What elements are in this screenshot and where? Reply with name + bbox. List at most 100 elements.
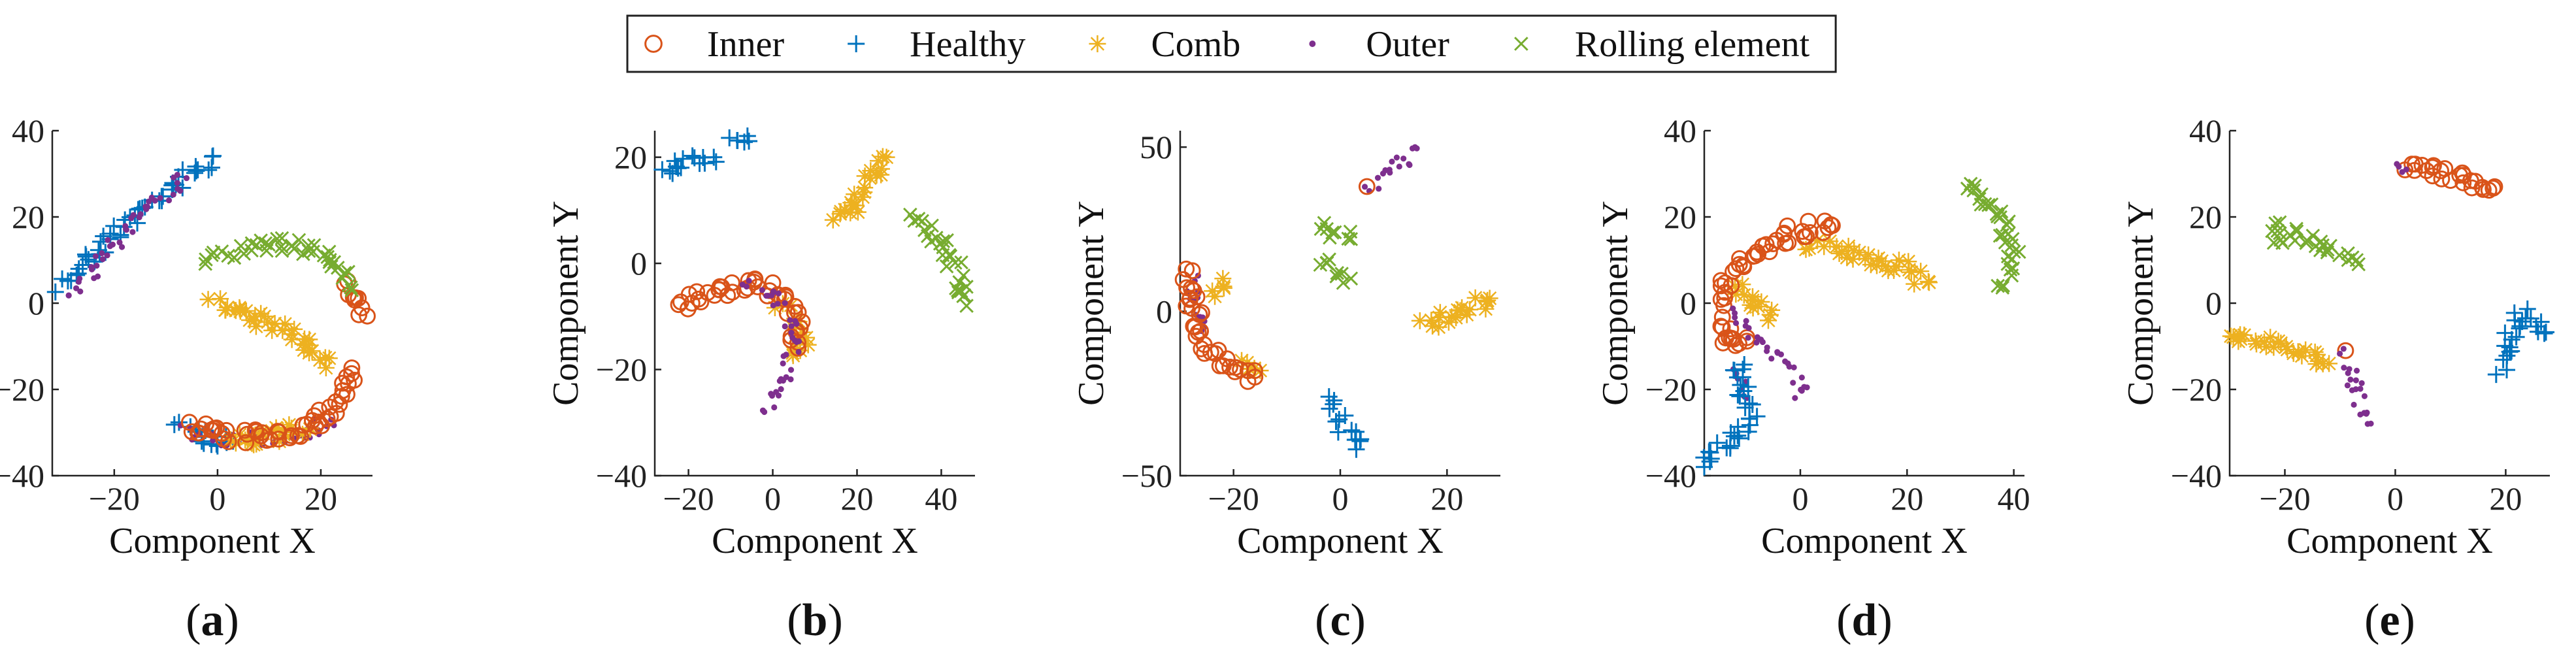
- y-tick-label: −40: [1645, 457, 1696, 494]
- data-point: [343, 359, 361, 376]
- data-point: [1782, 358, 1789, 365]
- subplot-c: −50 0 50 −20 0 20 Component X Component Y (c): [1071, 129, 1500, 646]
- data-point: [1193, 304, 1210, 321]
- data-point: [92, 253, 99, 259]
- data-point: [1424, 318, 1442, 335]
- data-point: [1188, 288, 1206, 306]
- data-point: [1984, 197, 1999, 212]
- data-point: [787, 367, 795, 373]
- data-point: [2270, 333, 2287, 350]
- data-point: [684, 147, 701, 165]
- data-point: [1330, 266, 1345, 280]
- data-point: [183, 423, 201, 440]
- data-point: [317, 359, 335, 376]
- data-point: [954, 255, 968, 270]
- data-point: [2337, 350, 2343, 357]
- data-point: [824, 211, 842, 229]
- data-point: [1389, 158, 1395, 165]
- data-point: [137, 211, 144, 218]
- data-point: [2507, 328, 2525, 346]
- x-axis-label: Component X: [712, 521, 918, 561]
- data-point: [1233, 352, 1251, 369]
- data-point: [1725, 361, 1743, 379]
- data-point: [2353, 367, 2360, 374]
- x-tick-label: 20: [840, 480, 873, 517]
- data-point: [247, 423, 265, 440]
- data-point: [796, 338, 802, 344]
- data-point: [1393, 154, 1400, 161]
- data-point: [1329, 423, 1347, 441]
- data-point: [1779, 234, 1797, 252]
- data-point: [1741, 395, 1759, 412]
- data-point: [233, 238, 248, 254]
- x-tick-label: 20: [305, 480, 337, 517]
- data-point: [1722, 320, 1740, 338]
- data-point: [1768, 355, 1775, 362]
- data-point: [237, 434, 255, 451]
- data-point: [1727, 286, 1745, 303]
- y-tick-label: −20: [1645, 371, 1696, 408]
- data-point: [94, 273, 101, 280]
- data-point: [218, 299, 236, 316]
- data-point: [1343, 421, 1361, 439]
- data-point: [1862, 256, 1879, 274]
- data-point: [1725, 331, 1742, 348]
- data-point: [1963, 176, 1978, 191]
- panel-label: (e): [2364, 595, 2415, 646]
- data-point: [1734, 276, 1751, 293]
- data-point: [1327, 413, 1345, 431]
- data-point: [759, 287, 776, 304]
- series-inner: [180, 272, 376, 451]
- legend-label: Inner: [707, 24, 785, 65]
- data-point: [1977, 197, 1992, 212]
- data-point: [2403, 166, 2409, 172]
- y-tick-label: 0: [1156, 293, 1172, 330]
- data-point: [1726, 278, 1744, 295]
- data-point: [1800, 212, 1817, 230]
- y-axis-label: Component Y: [2121, 201, 2161, 406]
- data-point: [274, 244, 289, 258]
- data-point: [939, 259, 954, 274]
- data-point: [350, 306, 368, 323]
- data-point: [1374, 174, 1381, 181]
- data-point: [774, 301, 781, 307]
- data-point: [948, 255, 963, 270]
- data-point: [2341, 365, 2347, 371]
- data-point: [1902, 263, 1920, 281]
- legend-item-healthy: Healthy: [848, 24, 1025, 65]
- series-rolling-element: [198, 231, 359, 298]
- panel-label: (b): [787, 595, 843, 646]
- data-point: [780, 377, 787, 384]
- data-point: [303, 342, 321, 360]
- data-point: [2236, 326, 2253, 344]
- data-point: [1749, 298, 1767, 316]
- data-point: [759, 287, 765, 293]
- data-point: [1214, 270, 1232, 287]
- data-point: [144, 204, 151, 210]
- data-point: [782, 323, 788, 330]
- data-point: [1994, 204, 2009, 219]
- data-point: [2289, 221, 2304, 236]
- data-point: [99, 250, 105, 257]
- data-point: [331, 260, 345, 275]
- data-point: [306, 407, 323, 425]
- data-point: [1763, 301, 1781, 319]
- data-point: [2535, 325, 2553, 342]
- data-point: [903, 207, 917, 222]
- data-point: [116, 239, 123, 246]
- data-point: [359, 307, 376, 325]
- data-point: [2277, 338, 2295, 355]
- data-point: [287, 241, 301, 256]
- data-point: [2306, 343, 2324, 361]
- series-comb: [1726, 232, 1938, 329]
- series-outer: [1184, 144, 1420, 335]
- data-point: [286, 320, 303, 338]
- data-point: [780, 360, 786, 367]
- data-point: [2340, 346, 2347, 352]
- data-point: [1748, 408, 1766, 425]
- data-point: [959, 299, 974, 313]
- x-tick-label: −20: [1208, 480, 1259, 517]
- data-point: [846, 186, 863, 203]
- data-point: [1458, 306, 1476, 323]
